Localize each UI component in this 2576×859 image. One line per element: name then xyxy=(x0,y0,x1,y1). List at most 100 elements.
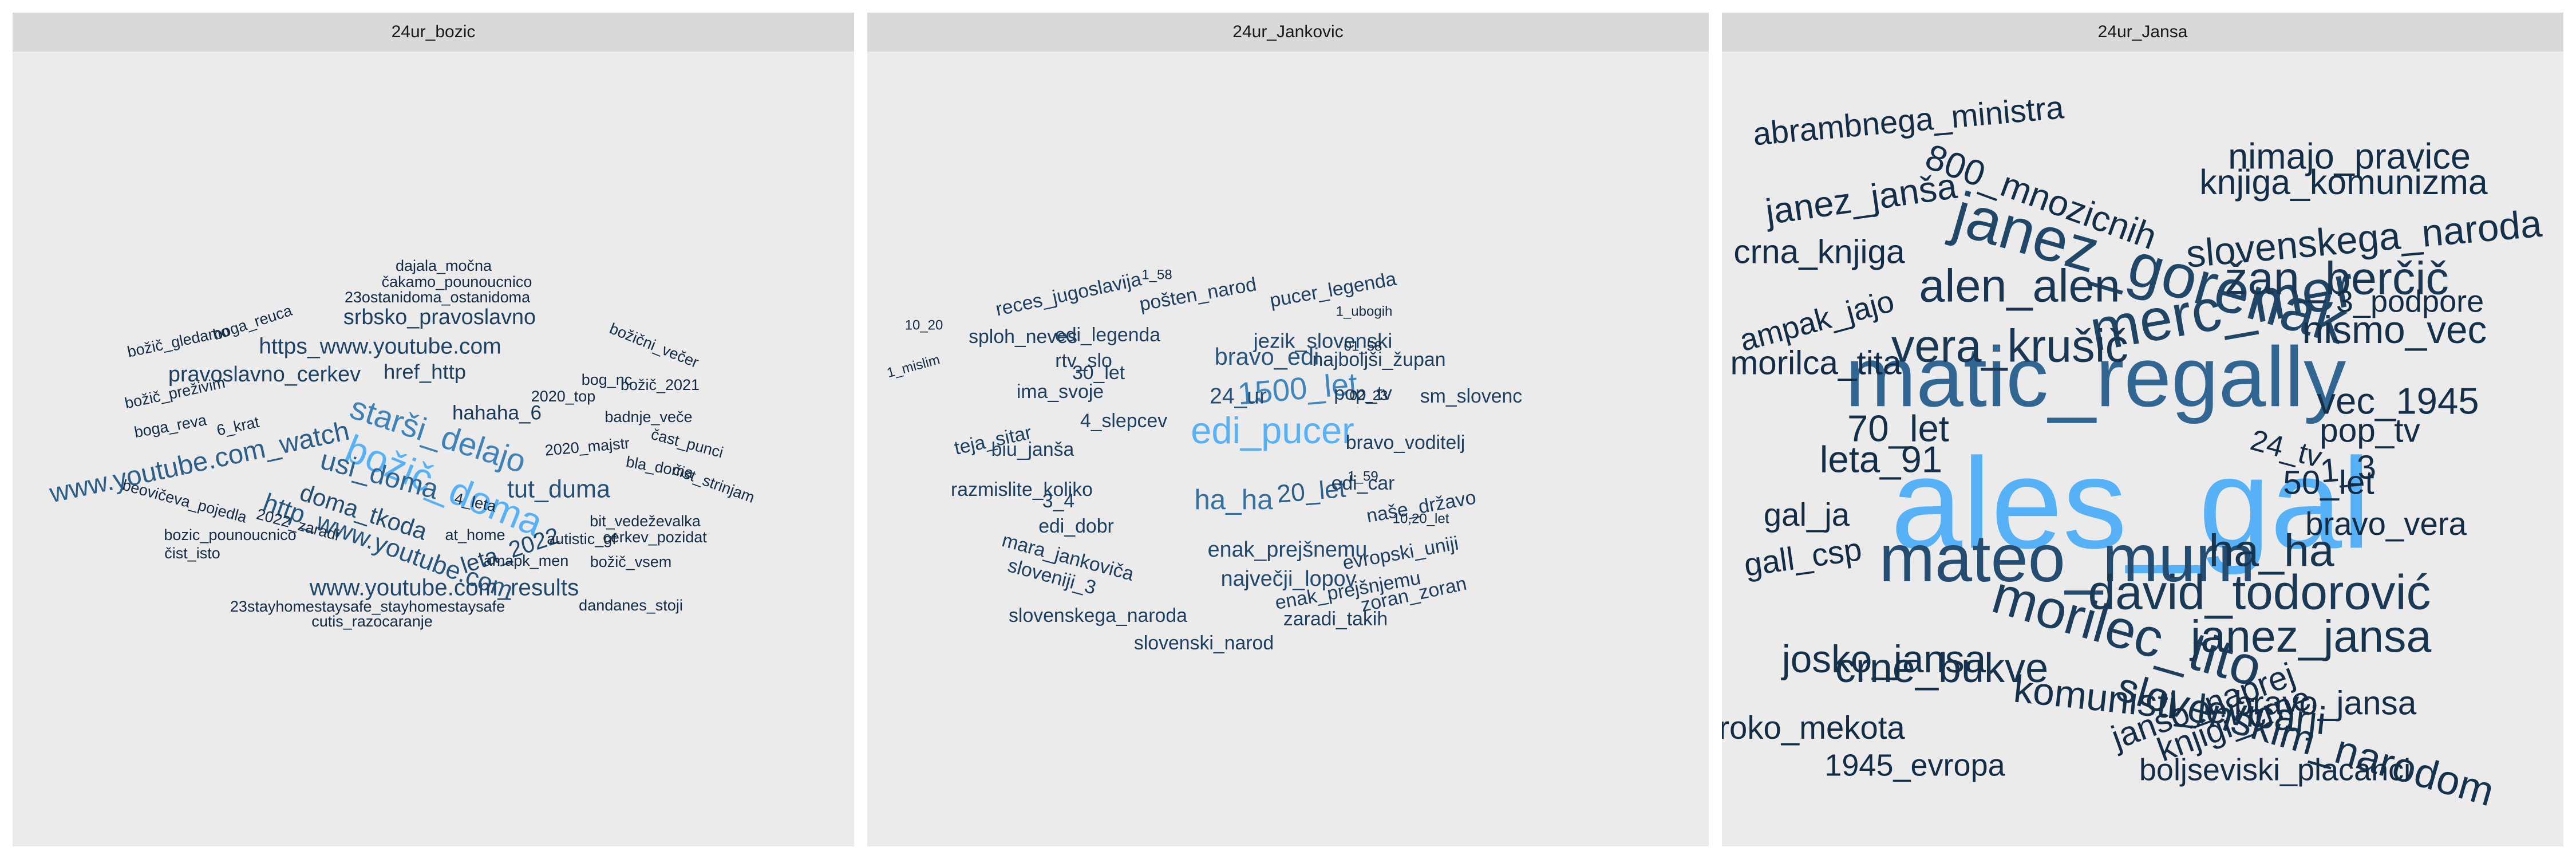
word-label: sm_slovenc xyxy=(1420,385,1522,407)
word-label: autistic_gf xyxy=(547,530,617,547)
word-label: mateo_murn xyxy=(1879,521,2255,596)
word-label: edi_legenda xyxy=(1055,324,1160,346)
word-label: 30_let xyxy=(1072,362,1125,384)
word-label: hahaha_6 xyxy=(452,401,542,424)
word-label: enak_prejšnemu xyxy=(1208,537,1368,561)
word-label: https_www.youtube.com xyxy=(259,334,501,358)
word-label: edi_pucer xyxy=(1191,409,1354,451)
word-label: badnje_veče xyxy=(605,408,692,425)
word-label: nimajo_pravice xyxy=(2228,137,2471,177)
word-label: pop_tv xyxy=(1334,383,1392,404)
word-label: abrambnega_ministra xyxy=(1752,89,2066,152)
word-label: cerkev_pozidat xyxy=(603,529,707,546)
word-label: najboljši_župan xyxy=(1313,349,1446,371)
word-label: crna_knjiga xyxy=(1733,233,1905,270)
plot-area: božič_doma starši_delajo usi_doma www.youtu… xyxy=(13,52,854,846)
word-label: 01_58 xyxy=(1344,338,1382,354)
word-label: 02_23 xyxy=(1350,388,1388,403)
word-label: matic_regally xyxy=(1846,330,2346,424)
word-label: božič_2021 xyxy=(621,376,700,393)
word-label: bravo_vera xyxy=(2305,506,2467,542)
word-label: 1_ubogih xyxy=(1336,304,1393,319)
word-label: vec_1945 xyxy=(2317,380,2479,421)
word-label: 1_mislim xyxy=(885,352,941,381)
word-label: roko_mekota xyxy=(1722,710,1905,746)
facet-panel-2: 24ur_Jankovic edi_pucer 1500_let ha_ha 20_l… xyxy=(867,13,1709,846)
facet-panel-3: 24ur_Jansa ales_gal matic_regally mateo_mu… xyxy=(1722,13,2563,846)
word-label: 10_20 xyxy=(905,317,943,333)
word-label: amapk_men xyxy=(484,552,569,569)
word-label: čakamo_pounoucnico xyxy=(382,273,532,290)
facet-strip-label: 24ur_bozic xyxy=(13,13,854,52)
word-label: david_todorović xyxy=(2088,566,2431,620)
word-label: jezik_slovenski xyxy=(1253,329,1393,353)
word-label: cutis_razocaranje xyxy=(311,613,433,630)
word-label: 4_slepcev xyxy=(1080,410,1167,432)
word-label: dandanes_stoji xyxy=(579,597,683,614)
word-label: tut_duma xyxy=(507,475,611,503)
word-label: čist_strinjam xyxy=(670,460,757,506)
word-label: reces_jugoslavija xyxy=(994,268,1144,320)
facet-strip-label: 24ur_Jansa xyxy=(1722,13,2563,52)
word-label: zaradi_takih xyxy=(1283,608,1388,630)
word-label: pop_tv xyxy=(2320,412,2420,449)
word-label: bit_vedeževalka xyxy=(590,513,701,530)
word-label: 1_58 xyxy=(1141,267,1172,282)
word-label: bravo_jansa xyxy=(2234,684,2417,722)
word-label: gall_csp xyxy=(1742,531,1864,583)
word-label: knjiga_komunizma xyxy=(2199,163,2488,202)
word-label: 3_4 xyxy=(1042,490,1074,512)
word-label: bog_nc xyxy=(582,371,633,388)
word-label: dajala_močna xyxy=(396,257,492,274)
word-label: janez_jansa xyxy=(2190,611,2432,661)
word-label: nismo_vec xyxy=(2302,309,2487,352)
word-label: bravo_voditelj xyxy=(1346,432,1465,454)
word-label: josko_jansa xyxy=(1781,638,1986,681)
word-label: 24_ur xyxy=(1210,384,1267,408)
word-label: 2020_majstr xyxy=(544,435,631,459)
word-label: href_http xyxy=(384,360,466,384)
word-label: leta_91 xyxy=(1820,438,1942,480)
word-label: božič_vsem xyxy=(590,553,672,570)
word-label: ales_gal xyxy=(1891,431,2370,575)
word-cloud: ales_galmatic_regallymateo_murnjanez_gor… xyxy=(1722,89,2544,815)
word-label: 20_let xyxy=(1276,475,1347,509)
word-label: žan_berčič xyxy=(2225,253,2449,304)
word-label: 10,20_let xyxy=(1393,511,1449,526)
word-label: boljseviski_placanci xyxy=(2139,752,2411,787)
word-label: 2020_top xyxy=(531,388,596,405)
word-label: at_home xyxy=(445,526,505,543)
word-label: www.youtube.com_results xyxy=(309,574,579,601)
word-label: 23stayhomestaysafe_stayhomestaysafe xyxy=(230,598,505,615)
plot-area: edi_pucer 1500_let ha_ha 20_let bravo_edi 24_… xyxy=(867,52,1709,846)
word-label: božični_večer xyxy=(607,320,701,371)
word-label: edi_dobr xyxy=(1038,515,1114,537)
facet-panel-1: 24ur_bozic božič_doma starši_delajo usi_do… xyxy=(13,13,854,846)
word-label: sploh_neves xyxy=(969,326,1077,348)
word-label: čast_punci xyxy=(649,425,725,461)
facet-strip-label: 24ur_Jankovic xyxy=(867,13,1709,52)
word-label: 50_let xyxy=(2283,464,2374,501)
word-label: 70_let xyxy=(1847,407,1949,449)
word-label: razmislite_koliko xyxy=(951,479,1093,501)
word-label: 3_podpore xyxy=(2336,284,2484,318)
word-label: 1_3 xyxy=(2318,448,2377,490)
word-label: edi_car xyxy=(1332,472,1395,494)
word-label: biu_janša xyxy=(991,439,1074,460)
word-label: vera_krušič xyxy=(1891,320,2128,372)
word-label: crne_bukve xyxy=(1835,645,2048,691)
word-label: bravo_edi xyxy=(1215,343,1319,370)
word-label: 23ostanidoma_ostanidoma xyxy=(345,289,531,306)
word-label: morilca_tita xyxy=(1730,344,1902,381)
word-label: gal_ja xyxy=(1764,497,1850,533)
word-label: alen_alen xyxy=(1919,260,2120,312)
word-label: slovenski_narod xyxy=(1134,632,1274,654)
word-label: beovičeva_pojedla xyxy=(121,476,250,526)
word-label: bozic_pounoucnico xyxy=(164,526,296,543)
word-label: srbsko_pravoslavno xyxy=(343,305,536,329)
word-label: ima_svoje xyxy=(1017,381,1104,403)
word-label: boga_reva xyxy=(133,411,208,441)
word-label: slovenskega_naroda xyxy=(1009,605,1187,626)
word-label: pravoslavno_cerkev xyxy=(168,362,361,387)
word-cloud: božič_domastarši_delajousi_domawww.youtu… xyxy=(46,257,757,630)
